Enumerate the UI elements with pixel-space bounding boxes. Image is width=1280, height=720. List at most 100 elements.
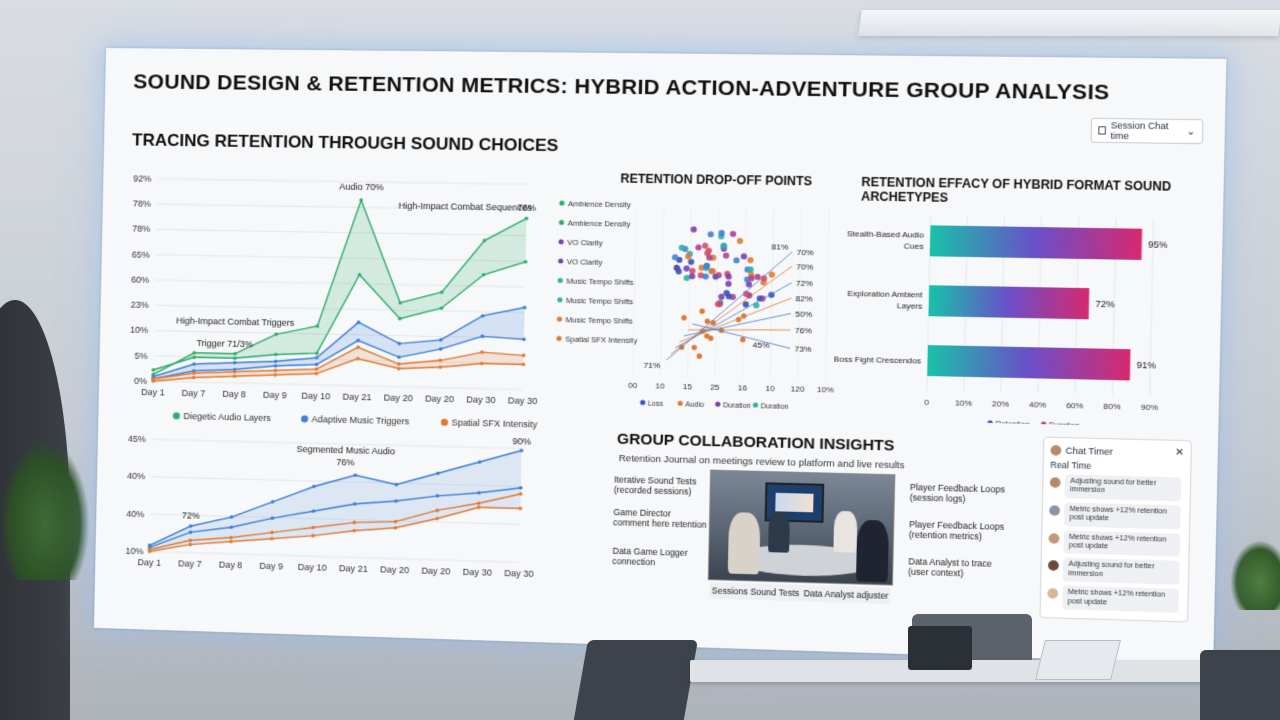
chat-bubble: Metric shows +12% retention post update (1062, 586, 1179, 613)
main-line-chart: 92%78%78%65%60%23%10%5%0%Day 1 Day 7 Day 8… (116, 166, 548, 432)
chat-title: Chat Timer (1065, 445, 1113, 457)
legend-swatch (678, 401, 683, 406)
scatter-point (691, 345, 697, 350)
x-tick-label: Day 8 (222, 389, 246, 400)
legend-swatch (558, 259, 563, 264)
legend-swatch (173, 412, 180, 419)
x-tick-label: 25 (710, 383, 720, 392)
legend-label: Duration (761, 403, 789, 411)
scatter-point (683, 265, 689, 271)
scatter-point (769, 272, 775, 278)
left-label-1: Iterative Sound Tests (recorded sessions… (614, 475, 708, 497)
annotation: Segmented Music Audio (296, 443, 395, 456)
x-tick-label: Day 9 (259, 561, 283, 572)
bar-value-label: 72% (1095, 299, 1115, 310)
annotation: 76% (336, 457, 355, 468)
gridline (688, 207, 692, 377)
bar (928, 285, 1089, 319)
x-tick-label: Day 30 (508, 395, 538, 406)
avatar (1049, 533, 1060, 544)
x-tick-label: Day 8 (219, 560, 243, 571)
scatter-point (723, 253, 729, 259)
annotation: 72% (182, 510, 200, 521)
gridline (633, 206, 637, 375)
bar-category-label: Boss Fight Crescendos (834, 354, 922, 365)
close-icon[interactable]: ✕ (1175, 447, 1184, 459)
annotation: Audio 70% (339, 181, 383, 192)
left-label-3: Data Game Logger connection (612, 547, 706, 570)
legend-swatch (987, 420, 992, 425)
session-dropdown[interactable]: Session Chat time ⌄ (1091, 118, 1204, 144)
gridline (150, 551, 520, 562)
right-label-1: Player Feedback Loops (session logs) (910, 483, 1017, 506)
gridline (153, 381, 523, 389)
x-tick-label: Day 10 (298, 562, 327, 573)
x-tick-label: 20% (992, 399, 1009, 409)
scatter-point (741, 253, 747, 259)
x-tick-label: Day 10 (301, 391, 330, 402)
x-tick-label: Day 20 (425, 393, 454, 404)
bar-chart: 0 10% 20% 40% 60% 80% 90% Stealth-Based AudioCu… (833, 193, 1202, 428)
callout-label: 71% (643, 361, 660, 371)
chat-message: Metric shows +12% retention post update (1047, 585, 1181, 613)
category-label: VO Clarity (567, 238, 603, 248)
legend-swatch (558, 278, 563, 283)
scatter-point (697, 353, 703, 358)
chat-message: Adjusting sound for better immersion (1048, 557, 1182, 585)
y-tick-label: 23% (131, 300, 149, 310)
chair (1200, 650, 1280, 720)
x-tick-label: 15 (683, 382, 693, 391)
legend-swatch (640, 400, 645, 405)
legend-label: Diegetic Audio Layers (183, 411, 271, 423)
plant-right (1230, 540, 1280, 610)
meeting-person (768, 511, 790, 553)
scatter-point (708, 231, 714, 237)
scatter-point (699, 308, 705, 313)
scatter-point (684, 275, 690, 281)
legend-label: Adaptive Music Triggers (312, 414, 410, 426)
callout-label: 82% (796, 294, 813, 304)
meeting-photo (708, 470, 896, 586)
scatter-point (753, 302, 759, 308)
x-tick-label: 40% (1029, 400, 1046, 410)
annotation: High-Impact Combat Triggers (176, 315, 295, 327)
x-tick-label: 90% (1141, 403, 1158, 413)
dashboard-title: SOUND DESIGN & RETENTION METRICS: HYBRID… (133, 70, 1110, 105)
x-tick-label: Day 21 (339, 563, 368, 574)
callout-label: 70% (796, 248, 813, 258)
gridline (156, 229, 526, 235)
category-label: Spatial SFX Intensity (565, 335, 638, 346)
x-tick-label: Day 20 (380, 564, 409, 575)
chat-bubble: Adjusting sound for better immersion (1063, 558, 1180, 585)
legend-swatch (559, 201, 564, 206)
bar-category-label: Layers (897, 301, 923, 311)
annotation: High-Impact Combat Sequences (399, 200, 533, 212)
plant-left (0, 440, 90, 580)
scatter-point (754, 274, 760, 280)
scatter-point (681, 315, 687, 320)
category-label: Ambience Density (568, 218, 631, 228)
y-tick-label: 45% (128, 434, 146, 444)
bar-category-label: Stealth-Based Audio (847, 229, 925, 240)
x-tick-label: Day 30 (463, 567, 492, 578)
chat-panel[interactable]: Chat Timer ✕ Real Time Adjusting sound f… (1039, 437, 1192, 623)
bar (927, 345, 1130, 380)
x-tick-label: 00 (628, 381, 638, 390)
photo-caption: Sessions Sound Tests Data Analyst adjust… (709, 582, 890, 604)
bar-category-label: Cues (904, 241, 924, 251)
lower-line-chart: 45% 40% 40% 10%Day 1 Day 7 Day 8 Day 9 Day 10 Da… (113, 426, 542, 589)
scatter-point (725, 281, 731, 287)
x-tick-label: Day 7 (178, 558, 202, 569)
annotation: 76% (517, 202, 536, 212)
category-label: Ambience Density (568, 199, 631, 209)
legend-label: Audio (685, 401, 704, 409)
x-tick-label: 0 (924, 398, 930, 407)
x-tick-label: 120 (790, 384, 805, 394)
meeting-person (833, 511, 857, 553)
bar-value-label: 91% (1137, 360, 1157, 371)
scatter-point (688, 259, 694, 265)
y-tick-label: 60% (131, 275, 149, 285)
callout-label: 45% (752, 340, 769, 350)
legend-swatch (556, 336, 561, 341)
chat-bubble: Metric shows +12% retention post update (1064, 502, 1181, 529)
